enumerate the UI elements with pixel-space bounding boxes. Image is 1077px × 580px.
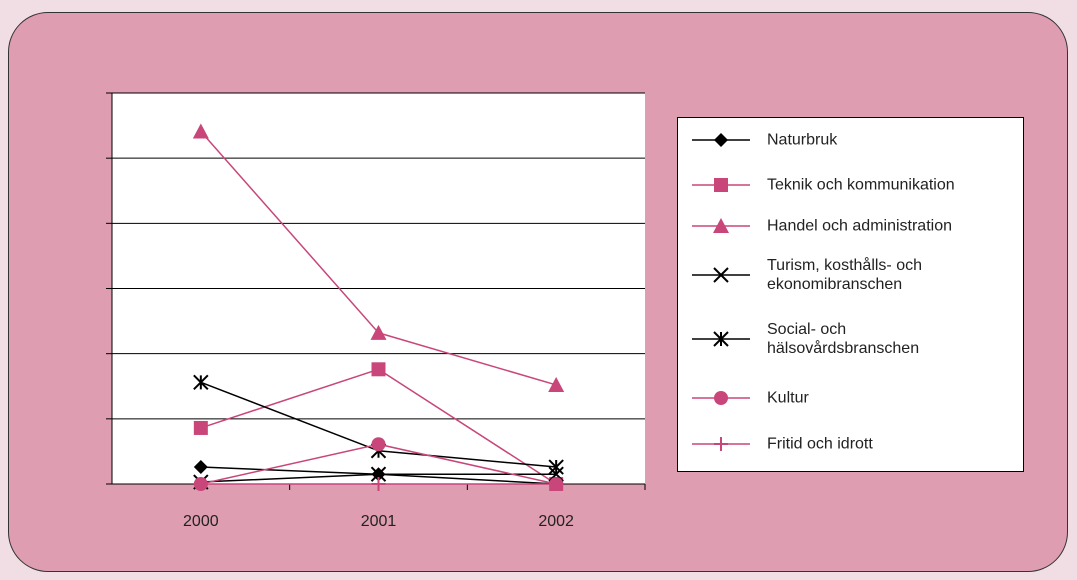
- x-tick-label: 2002: [538, 513, 574, 530]
- marker: [193, 460, 208, 475]
- legend-symbols: [692, 133, 750, 451]
- marker: [370, 466, 387, 482]
- legend-label: Social- och hälsovårdsbranschen: [767, 321, 920, 357]
- marker: [371, 437, 386, 452]
- marker: [713, 218, 729, 233]
- marker: [193, 477, 208, 491]
- marker: [370, 324, 387, 340]
- marker: [193, 420, 208, 435]
- marker: [548, 459, 564, 475]
- x-tick-label: 2001: [361, 513, 397, 530]
- legend-label: Handel och administration: [767, 217, 952, 235]
- legend: Naturbruk Teknik och kommunikation Handel …: [677, 117, 1024, 472]
- marker: [713, 267, 729, 283]
- legend-label: Turism, kosthålls- och ekonomibranschen: [767, 257, 922, 293]
- legend-label: Teknik och kommunikation: [767, 176, 955, 194]
- legend-label: Naturbruk: [767, 131, 838, 149]
- marker: [714, 391, 728, 405]
- marker: [714, 178, 728, 192]
- legend-label: Fritid och idrott: [767, 435, 873, 453]
- marker: [192, 123, 209, 139]
- marker: [548, 376, 565, 392]
- marker: [371, 362, 386, 377]
- legend-label: Kultur: [767, 389, 809, 407]
- x-tick-label: 2000: [183, 513, 219, 530]
- marker: [714, 437, 728, 451]
- marker: [713, 331, 729, 347]
- marker: [714, 133, 728, 147]
- marker: [193, 374, 209, 391]
- marker: [549, 477, 564, 491]
- marker: [371, 477, 386, 491]
